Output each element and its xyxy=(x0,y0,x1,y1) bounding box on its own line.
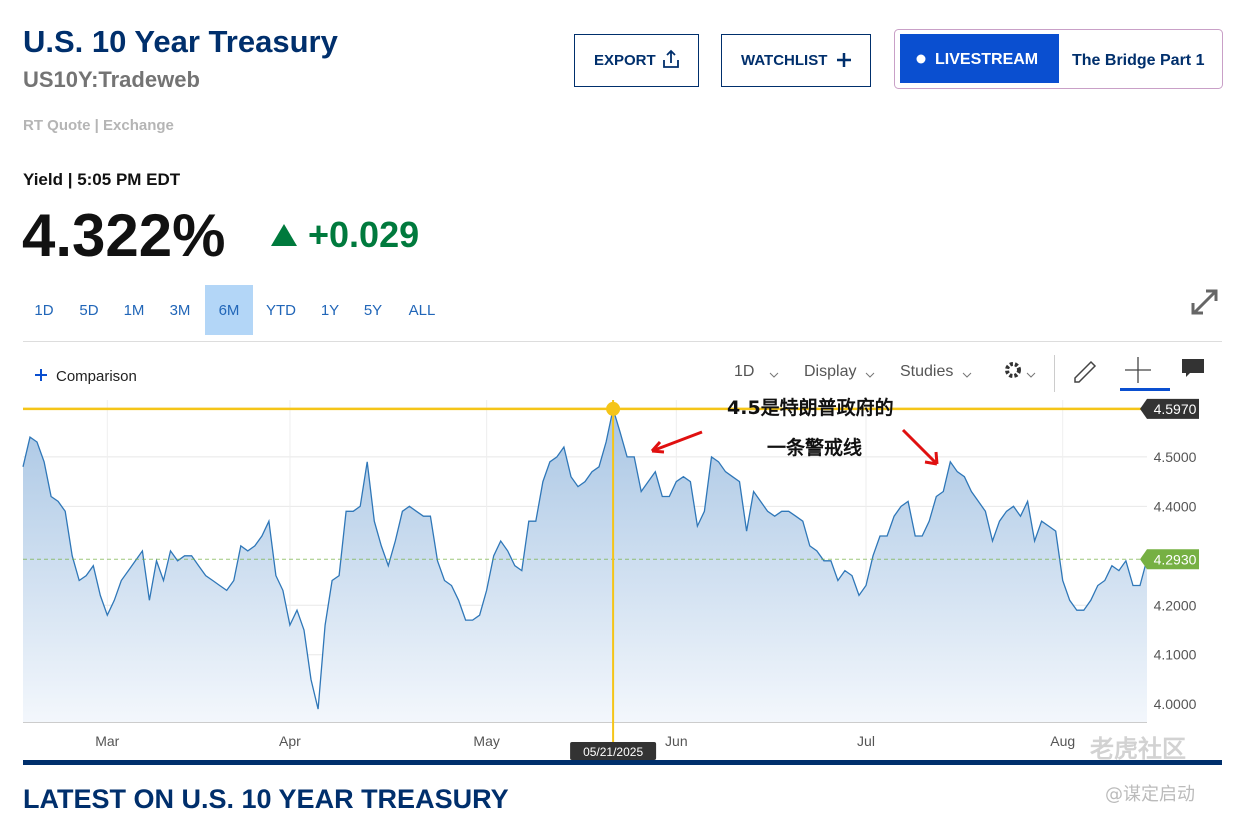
range-tab[interactable]: ALL xyxy=(409,302,436,319)
comment-icon[interactable] xyxy=(1182,359,1204,377)
area xyxy=(23,408,1147,722)
up-arrow xyxy=(271,224,297,246)
active-tool xyxy=(1120,388,1170,391)
export-icon xyxy=(663,49,679,68)
x-tick-label: Aug xyxy=(1050,733,1075,749)
reference-label: 4.5970 xyxy=(1154,401,1197,417)
chart: 4.0000 4.1000 4.2000 4.4000 4.5000 Mar Apr May J… xyxy=(22,396,1199,760)
watermark: 老虎社区 xyxy=(1090,735,1186,763)
range-tab[interactable]: 6M xyxy=(219,302,240,319)
reference-tag xyxy=(1140,398,1199,419)
crosshair-tag xyxy=(570,742,657,760)
y-tick-label: 4.1000 xyxy=(1154,647,1197,663)
studies-menu[interactable]: Studies xyxy=(900,363,953,380)
y-tick-label: 4.2000 xyxy=(1154,597,1197,613)
chevrons xyxy=(769,372,1036,378)
button-label: WATCHLIST xyxy=(741,52,827,69)
last-value-label: 4.2930 xyxy=(1154,551,1197,567)
annotation-arrow xyxy=(650,430,703,454)
range-tab[interactable]: 3M xyxy=(170,302,191,319)
watermark: @谋定启动 xyxy=(1105,784,1195,805)
plus-icon xyxy=(837,53,851,67)
watchlist-button[interactable]: WATCHLIST xyxy=(721,34,871,87)
range-tabs: 1D 5D 1M 3M 6M YTD 1Y 5Y ALL xyxy=(34,285,435,335)
symbol: US10Y:Tradeweb xyxy=(23,67,200,92)
show-name: The Bridge Part 1 xyxy=(1072,52,1205,69)
range-tab[interactable]: 1Y xyxy=(321,302,339,319)
x-tick-label: Mar xyxy=(95,733,119,749)
range-tab[interactable]: 1D xyxy=(34,302,53,319)
live-badge xyxy=(900,34,1059,83)
x-tick-label: Jul xyxy=(857,733,875,749)
y-tick-label: 4.0000 xyxy=(1154,696,1197,712)
export-button[interactable]: EXPORT xyxy=(574,34,699,87)
price: 4.322% xyxy=(22,202,226,269)
x-tick-label: May xyxy=(473,733,499,749)
crosshair-label: 05/21/2025 xyxy=(583,745,643,759)
comparison[interactable]: Comparison xyxy=(56,368,137,385)
live-label: LIVESTREAM xyxy=(935,51,1038,68)
expand-icon[interactable] xyxy=(1191,289,1218,315)
live-dot xyxy=(916,54,926,64)
range-tab[interactable]: 1M xyxy=(124,302,145,319)
interval[interactable]: 1D xyxy=(734,363,754,380)
y-tick-label: 4.5000 xyxy=(1154,449,1197,465)
change: +0.029 xyxy=(308,214,419,255)
crosshair-icon[interactable] xyxy=(1125,357,1151,383)
x-tick-label: Jun xyxy=(665,733,688,749)
gear-icon[interactable] xyxy=(1005,362,1021,378)
section-rule xyxy=(23,760,1222,765)
active-tab xyxy=(205,285,253,335)
annotation-arrow xyxy=(901,428,939,466)
annotation: 一条警戒线 xyxy=(767,436,862,459)
section-title: LATEST ON U.S. 10 YEAR TREASURY xyxy=(23,784,509,814)
range-tab[interactable]: 5D xyxy=(79,302,98,319)
y-tick-label: 4.4000 xyxy=(1154,498,1197,514)
button-label: EXPORT xyxy=(594,52,656,69)
annotation: 4.5是特朗普政府的 xyxy=(727,396,894,419)
pencil-icon[interactable] xyxy=(1074,360,1097,383)
crosshair-dot xyxy=(606,401,621,416)
x-tick-label: Apr xyxy=(279,733,301,749)
plus-icon[interactable] xyxy=(35,369,47,381)
quote-source: RT Quote | Exchange xyxy=(23,117,174,134)
livestream-box[interactable]: LIVESTREAM The Bridge Part 1 xyxy=(894,29,1223,89)
range-tab[interactable]: YTD xyxy=(266,302,296,319)
range-tab[interactable]: 5Y xyxy=(364,302,382,319)
title: U.S. 10 Year Treasury xyxy=(23,24,339,59)
last-value-tag xyxy=(1140,549,1199,570)
display-menu[interactable]: Display xyxy=(804,363,856,380)
line xyxy=(22,408,1148,710)
yield-label: Yield | 5:05 PM EDT xyxy=(23,170,181,189)
